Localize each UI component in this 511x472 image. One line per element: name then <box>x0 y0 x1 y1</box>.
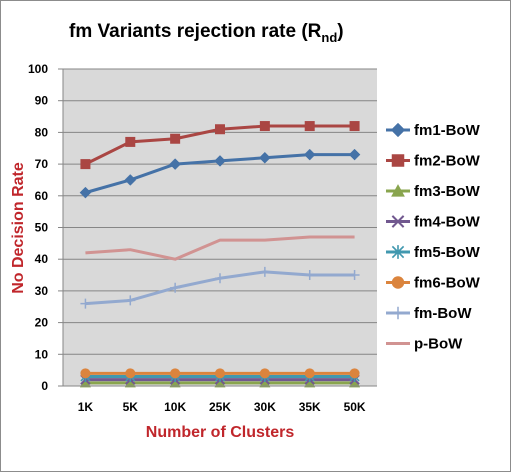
data-point <box>304 270 315 281</box>
data-point <box>348 148 361 161</box>
x-tick-label: 30K <box>254 400 276 414</box>
y-tick-label: 20 <box>35 316 49 330</box>
series-group <box>79 121 361 388</box>
data-point <box>349 368 360 379</box>
data-point <box>79 186 92 199</box>
data-point <box>170 282 181 293</box>
chart-title-subscript: nd <box>321 30 337 45</box>
data-point <box>169 158 181 170</box>
legend-label: fm-BoW <box>414 305 472 322</box>
data-point <box>391 154 405 167</box>
legend-item: fm3-BoW <box>386 183 481 200</box>
data-point <box>349 121 360 132</box>
data-point <box>125 295 136 306</box>
chart-title-suffix: ) <box>337 21 343 42</box>
legend-label: fm3-BoW <box>414 183 481 200</box>
data-point <box>304 377 316 388</box>
legend-item: fm-BoW <box>386 305 472 322</box>
legend-item: fm2-BoW <box>386 153 481 170</box>
data-point <box>391 276 405 289</box>
data-point <box>170 368 181 379</box>
series-fm1-BoW <box>79 148 361 199</box>
chart-title-main: fm Variants rejection rate (R <box>69 21 322 42</box>
data-point <box>125 136 136 147</box>
series-fm2-BoW <box>80 121 360 170</box>
y-tick-label: 0 <box>41 379 48 393</box>
y-tick-label: 90 <box>35 94 49 108</box>
x-tick-labels: 1K 5K 10K 25K 30K 35K 50K <box>78 400 366 414</box>
series-line <box>85 235 355 261</box>
legend-item: fm5-BoW <box>386 244 481 261</box>
legend: fm1-BoW fm2-BoW fm3-BoW fm4-BoW fm5-BoW fm6-B… <box>386 122 481 353</box>
data-point <box>390 122 406 138</box>
y-axis-title: No Decision Rate <box>10 162 27 294</box>
y-tick-label: 80 <box>35 125 49 139</box>
y-tick-label: 10 <box>35 347 49 361</box>
x-tick-label: 25K <box>209 400 231 414</box>
data-point <box>125 368 136 379</box>
x-tick-label: 10K <box>164 400 186 414</box>
data-point <box>349 270 360 281</box>
legend-label: fm2-BoW <box>414 153 481 170</box>
y-tick-label: 60 <box>35 189 49 203</box>
y-tick-label: 40 <box>35 252 49 266</box>
data-point <box>169 377 181 388</box>
data-point <box>80 368 91 379</box>
legend-label: p-BoW <box>414 336 463 353</box>
x-axis-title: Number of Clusters <box>146 424 295 441</box>
data-point <box>391 184 405 197</box>
data-point <box>303 148 316 161</box>
chart-title: fm Variants rejection rate (Rnd) <box>69 21 344 45</box>
data-point <box>259 151 271 164</box>
y-tick-label: 30 <box>35 284 49 298</box>
legend-item: fm4-BoW <box>386 214 481 231</box>
y-tick-label: 70 <box>35 157 49 171</box>
series-fm6-BoW <box>80 368 360 379</box>
legend-label: fm5-BoW <box>414 244 481 261</box>
data-point <box>214 155 226 167</box>
series-fm-BoW <box>80 266 360 309</box>
legend-label: fm6-BoW <box>414 275 481 292</box>
data-point <box>259 266 270 277</box>
x-tick-label: 5K <box>123 400 139 414</box>
y-tick-label: 50 <box>35 221 49 235</box>
data-point <box>215 124 225 135</box>
data-point <box>124 174 137 186</box>
data-point <box>215 368 225 379</box>
y-tick-label: 100 <box>28 62 48 76</box>
data-point <box>349 377 361 388</box>
series-p-BoW <box>85 235 355 261</box>
y-tick-labels: 0 10 20 30 40 50 60 70 80 90 100 <box>28 62 48 393</box>
x-tick-label: 1K <box>78 400 94 414</box>
data-point <box>259 368 270 379</box>
data-point <box>391 306 405 320</box>
x-tick-label: 50K <box>344 400 366 414</box>
data-point <box>304 368 315 379</box>
data-point <box>214 377 226 388</box>
series-fm3-BoW <box>79 377 361 388</box>
x-tick-label: 35K <box>299 400 321 414</box>
legend-label: fm4-BoW <box>414 214 481 231</box>
data-point <box>304 121 315 132</box>
data-point <box>259 377 271 388</box>
data-point <box>170 133 181 144</box>
data-point <box>79 377 91 388</box>
data-point <box>80 159 91 170</box>
data-point <box>215 273 225 284</box>
legend-label: fm1-BoW <box>414 122 481 139</box>
data-point <box>80 298 91 309</box>
data-point <box>391 245 405 259</box>
data-point <box>259 121 270 132</box>
legend-item: p-BoW <box>386 336 463 353</box>
data-point <box>124 377 136 388</box>
legend-item: fm1-BoW <box>386 122 481 139</box>
legend-item: fm6-BoW <box>386 275 481 292</box>
data-point <box>391 215 405 228</box>
